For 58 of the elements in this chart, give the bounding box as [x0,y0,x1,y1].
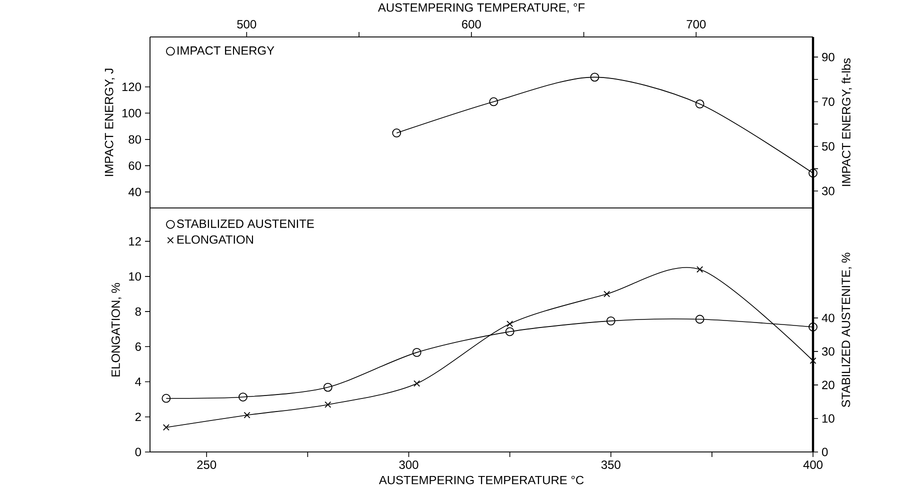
y-tick-label: 80 [128,135,142,144]
point [604,290,610,298]
y-tick-label: 100 [122,108,142,118]
y2-tick-label: 40 [822,314,834,322]
y-axis-title: ELONGATION, % [111,283,122,376]
point [808,168,818,178]
point [695,314,704,324]
point [414,380,420,387]
point [412,348,422,357]
x-tick-label: 300 [399,460,418,469]
y-tick-label: 0 [135,448,142,456]
point [324,401,332,408]
legend-label: IMPACT ENERGY [178,46,274,55]
x2-axis-title: AUSTEMPERING TEMPERATURE, °F [378,3,585,14]
legend-label: STABILIZED AUSTENITE [177,219,314,228]
point [323,382,332,392]
point [489,97,498,106]
y2-tick-label: 90 [822,52,834,62]
point [238,392,248,402]
y2-tick-label: 50 [822,142,834,151]
y2-tick-label: 20 [822,380,834,390]
x-tick-label: 350 [601,460,620,469]
point [808,322,818,332]
point [695,100,704,108]
y-tick-label: 8 [135,307,141,316]
legend-label: ELONGATION [177,235,253,244]
x2-tick-label: 700 [686,20,706,28]
point [506,320,514,328]
point [606,316,616,326]
point [392,128,402,138]
y-tick-label: 120 [122,82,142,92]
y2-tick-label: 30 [822,186,834,196]
y2-tick-label: 0 [822,448,828,456]
y-tick-label: 6 [135,342,141,351]
y2-axis-title: IMPACT ENERGY, ft-lbs [842,58,852,186]
x-axis-title: AUSTEMPERING TEMPERATURE °C [378,476,584,484]
y2-tick-label: 30 [822,347,834,356]
x2-tick-label: 600 [462,20,481,28]
y-axis-title: IMPACT ENERGY, J [104,68,115,176]
y2-tick-label: 10 [822,414,834,423]
y2-tick-label: 70 [822,97,834,106]
point [590,72,600,82]
y-tick-label: 4 [135,378,142,386]
point [696,266,704,273]
point [244,412,250,418]
point [162,424,170,431]
y-tick-label: 10 [129,272,142,281]
point [162,394,171,403]
x2-tick-label: 500 [237,20,256,28]
point [810,357,816,364]
y-tick-label: 2 [135,412,141,422]
point [505,327,514,336]
y-tick-label: 60 [128,161,142,170]
x-tick-label: 400 [803,460,823,469]
y-tick-label: 40 [128,188,142,196]
x-tick-label: 250 [197,460,216,469]
y2-axis-title: STABILIZED AUSTENITE, % [842,252,852,408]
y-tick-label: 12 [129,237,141,246]
